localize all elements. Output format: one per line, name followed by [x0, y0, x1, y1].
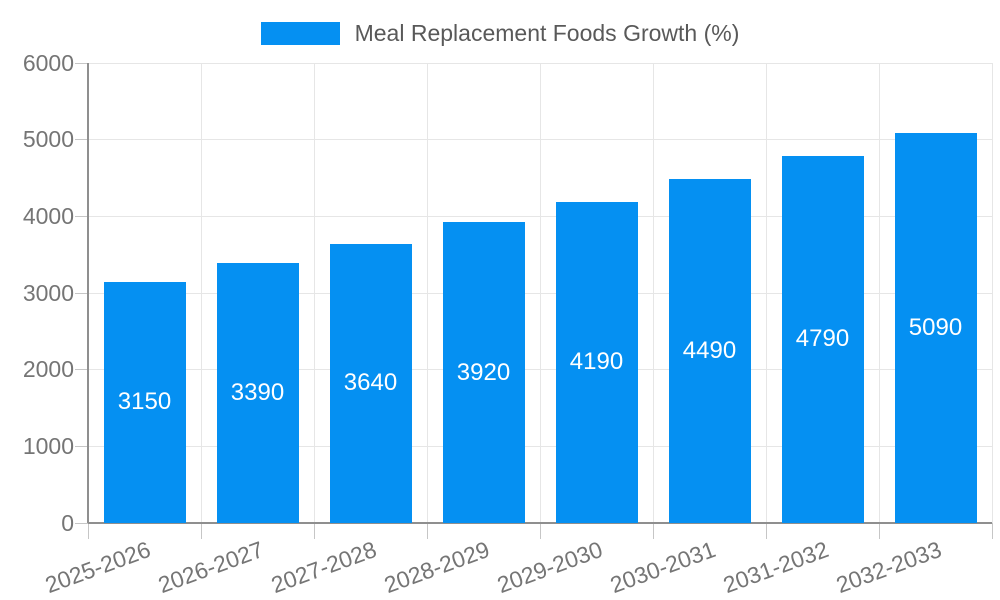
bar	[894, 132, 977, 523]
legend-color-swatch	[260, 22, 340, 45]
y-axis-tick-label: 3000	[22, 279, 74, 306]
bar	[103, 281, 186, 523]
bar-value-label: 3150	[117, 388, 172, 416]
x-axis-category-label: 2026-2027	[154, 536, 267, 599]
bar-value-label: 3640	[343, 369, 398, 397]
bar	[216, 263, 299, 523]
bar-value-label: 4790	[795, 325, 850, 353]
x-axis-tick	[878, 523, 880, 539]
y-axis-tick	[75, 522, 88, 524]
x-axis-category-label: 2029-2030	[493, 536, 606, 599]
bar	[442, 222, 525, 523]
bar-value-label: 5090	[908, 313, 963, 341]
x-axis-tick	[539, 523, 541, 539]
bar	[329, 243, 412, 523]
bar	[781, 155, 864, 523]
y-axis-tick	[75, 215, 88, 217]
x-axis-tick	[200, 523, 202, 539]
x-axis-category-label: 2031-2032	[719, 536, 832, 599]
y-axis-tick	[75, 139, 88, 141]
y-axis-tick	[75, 292, 88, 294]
x-axis-tick	[313, 523, 315, 539]
bar	[668, 178, 751, 523]
y-axis-tick-label: 4000	[22, 202, 74, 229]
y-axis-tick	[75, 369, 88, 371]
legend: Meal Replacement Foods Growth (%)	[0, 20, 1000, 47]
x-axis-category-label: 2027-2028	[267, 536, 380, 599]
y-axis-tick-label: 2000	[22, 356, 74, 383]
x-gridline	[200, 63, 202, 523]
x-axis-category-label: 2030-2031	[606, 536, 719, 599]
x-axis-category-label: 2028-2029	[380, 536, 493, 599]
x-axis-category-label: 2032-2033	[832, 536, 945, 599]
y-axis-tick	[75, 445, 88, 447]
bar-value-label: 4190	[569, 348, 624, 376]
x-axis-line	[88, 522, 992, 524]
bar-value-label: 3390	[230, 379, 285, 407]
x-gridline	[313, 63, 315, 523]
legend-series-label: Meal Replacement Foods Growth (%)	[354, 20, 740, 46]
bar-value-label: 3920	[456, 358, 511, 386]
y-axis-tick-label: 1000	[22, 432, 74, 459]
y-axis-tick	[75, 62, 88, 64]
x-axis-tick	[87, 523, 89, 539]
x-gridline	[652, 63, 654, 523]
bar	[555, 201, 638, 523]
y-axis-tick-label: 5000	[22, 126, 74, 153]
x-gridline	[426, 63, 428, 523]
x-gridline	[765, 63, 767, 523]
x-axis-tick	[426, 523, 428, 539]
y-axis-line	[87, 63, 89, 523]
x-gridline	[539, 63, 541, 523]
x-axis-tick	[991, 523, 993, 539]
x-axis-tick	[652, 523, 654, 539]
x-gridline	[878, 63, 880, 523]
x-gridline	[991, 63, 993, 523]
x-axis-category-label: 2025-2026	[41, 536, 154, 599]
x-axis-tick	[765, 523, 767, 539]
y-axis-tick-label: 6000	[22, 49, 74, 76]
y-axis-tick-label: 0	[61, 509, 74, 536]
bar-value-label: 4490	[682, 336, 737, 364]
